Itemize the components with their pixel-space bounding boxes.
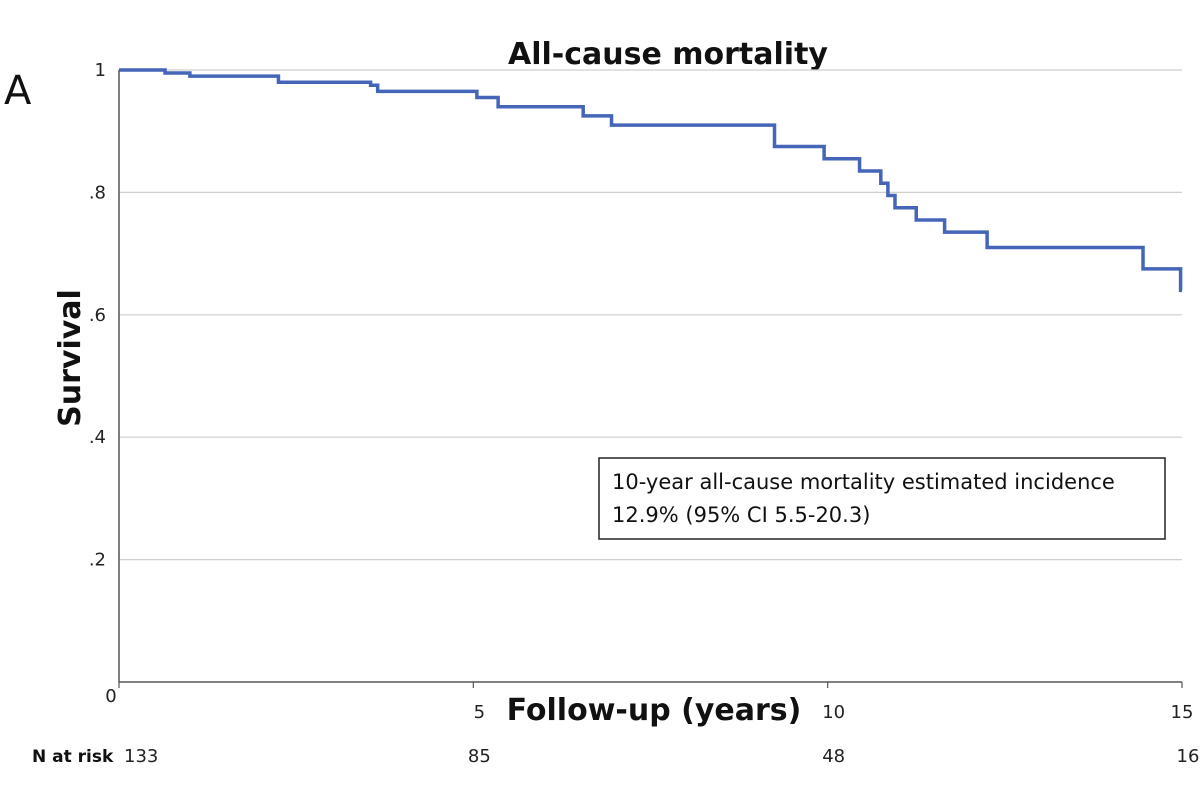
at-risk-label: N at risk — [32, 747, 114, 767]
gridlines — [119, 69, 1182, 561]
y-tick-label: .2 — [89, 550, 106, 571]
annotation-line-2: 12.9% (95% CI 5.5-20.3) — [612, 503, 870, 527]
x-tick-label: 15 — [1171, 702, 1194, 723]
y-tick-label: 1 — [95, 60, 106, 81]
annotation-line-1: 10-year all-cause mortality estimated in… — [612, 470, 1115, 494]
at-risk-values: 133 85 48 16 — [124, 746, 1199, 767]
at-risk-value: 85 — [468, 746, 491, 767]
annotation-box: 10-year all-cause mortality estimated in… — [598, 457, 1166, 540]
at-risk-value: 16 — [1177, 746, 1200, 767]
y-tick-label: .4 — [89, 427, 106, 448]
x-tick-label: 5 — [474, 702, 485, 723]
x-tick-label: 0 — [105, 686, 116, 707]
x-axis-title: Follow-up (years) — [507, 693, 802, 728]
at-risk-value: 133 — [124, 746, 158, 767]
y-tick-label: .6 — [89, 305, 106, 326]
y-axis-title: Survival — [53, 289, 88, 427]
annotation-border — [598, 457, 1166, 540]
y-tick-labels: 1 .8 .6 .4 .2 — [89, 60, 106, 571]
at-risk-value: 48 — [822, 746, 845, 767]
x-tick-label: 10 — [822, 702, 845, 723]
panel-label: A — [4, 68, 32, 114]
survival-curve — [119, 68, 1183, 293]
chart-title: All-cause mortality — [508, 37, 828, 72]
y-tick-label: .8 — [89, 182, 106, 203]
x-tick-labels: 0 5 10 15 — [105, 682, 1193, 723]
